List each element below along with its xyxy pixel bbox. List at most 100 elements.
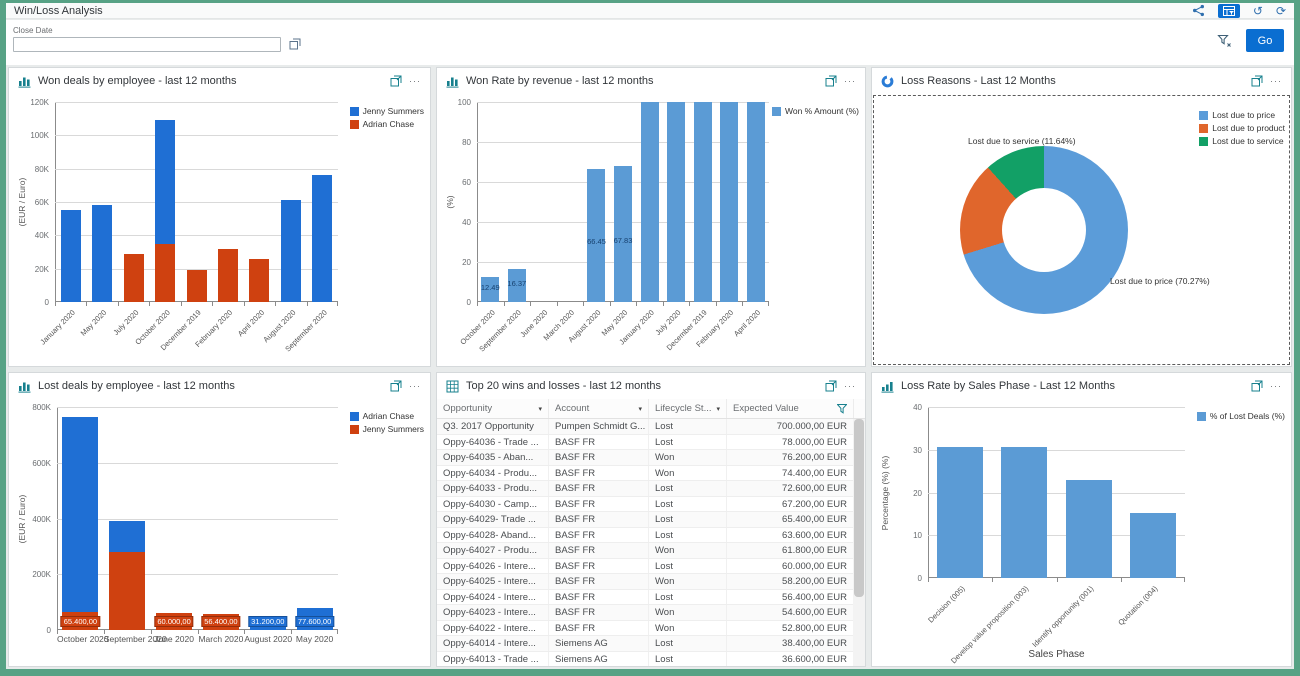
legend-item[interactable]: Adrian Chase: [349, 411, 424, 421]
scrollbar-thumb[interactable]: [854, 419, 864, 597]
overflow-icon[interactable]: ···: [1270, 75, 1282, 86]
table-row[interactable]: Oppy-64014 - Intere... Siemens AG Lost 38.4…: [437, 636, 865, 652]
overflow-icon[interactable]: ···: [1270, 380, 1282, 391]
table-row[interactable]: Oppy-64027 - Produ... BASF FR Won 61.800,00…: [437, 543, 865, 559]
go-button[interactable]: Go: [1246, 29, 1284, 52]
y-tick-label: 200K: [32, 570, 51, 580]
table-cell: Q3. 2017 Opportunity: [437, 419, 549, 434]
x-category-label: May 2020: [78, 308, 109, 338]
overflow-icon[interactable]: ···: [844, 75, 856, 86]
x-tick: [992, 578, 994, 582]
table-cell: Won: [649, 543, 727, 558]
close-date-input[interactable]: [13, 37, 281, 52]
value-label: 65.400,00: [60, 616, 101, 627]
tile-title: Top 20 wins and losses - last 12 months: [466, 380, 662, 392]
open-in-new-icon[interactable]: [390, 75, 402, 87]
bar-segment[interactable]: [280, 200, 301, 302]
bar-segment[interactable]: [720, 102, 739, 302]
bar-segment[interactable]: [507, 269, 526, 302]
table-row[interactable]: Oppy-64028- Aband... BASF FR Lost 63.600,00…: [437, 527, 865, 543]
open-in-new-icon[interactable]: [390, 380, 402, 392]
value-help-icon[interactable]: [289, 38, 301, 50]
bar-segment[interactable]: [1129, 512, 1176, 578]
table-cell: Won: [649, 465, 727, 480]
open-in-new-icon[interactable]: [1251, 380, 1263, 392]
open-in-new-icon[interactable]: [825, 380, 837, 392]
table-row[interactable]: Oppy-64023 - Intere... BASF FR Won 54.600,0…: [437, 605, 865, 621]
bar-segment[interactable]: [614, 166, 632, 302]
table-cell: BASF FR: [549, 558, 649, 573]
table-cell: BASF FR: [549, 450, 649, 465]
bar-segment[interactable]: [481, 277, 500, 302]
bar-segment[interactable]: [693, 102, 712, 302]
bar-segment[interactable]: [62, 416, 99, 612]
bar-segment[interactable]: [92, 205, 113, 302]
table-row[interactable]: Oppy-64035 - Aban... BASF FR Won 76.200,00 …: [437, 450, 865, 466]
column-filter-icon[interactable]: [837, 403, 847, 414]
bar-segment[interactable]: [312, 175, 333, 302]
table-filter-button[interactable]: [1217, 3, 1240, 18]
legend-item[interactable]: Jenny Summers: [349, 106, 424, 116]
bar-segment[interactable]: [667, 102, 686, 302]
legend-item[interactable]: Lost due to service: [1199, 136, 1285, 146]
bar-segment[interactable]: [123, 253, 144, 302]
legend-swatch: [349, 106, 359, 116]
history-icon[interactable]: ↺: [1252, 3, 1263, 18]
table-row[interactable]: Oppy-64030 - Camp... BASF FR Lost 67.200,00…: [437, 496, 865, 512]
bar-segment[interactable]: [1001, 446, 1048, 578]
share-icon[interactable]: [1192, 4, 1205, 17]
page-title: Win/Loss Analysis: [14, 4, 103, 17]
refresh-icon[interactable]: ⟳: [1275, 3, 1286, 18]
bar-segment[interactable]: [186, 270, 207, 302]
column-header[interactable]: Lifecycle St... ▾: [649, 399, 727, 418]
bar-segment[interactable]: [937, 446, 984, 578]
bar-segment[interactable]: [155, 120, 176, 244]
open-in-new-icon[interactable]: [825, 75, 837, 87]
bar-segment[interactable]: [640, 102, 659, 302]
table-row[interactable]: Oppy-64036 - Trade ... BASF FR Lost 78.000,…: [437, 434, 865, 450]
bar-segment[interactable]: [109, 551, 146, 630]
bar-segment[interactable]: [587, 169, 606, 302]
table-row[interactable]: Oppy-64026 - Intere... BASF FR Lost 60.000,…: [437, 558, 865, 574]
bar-segment[interactable]: [155, 243, 176, 302]
table-cell: BASF FR: [549, 434, 649, 449]
column-header[interactable]: Opportunity ▾: [437, 399, 549, 418]
bar-segment[interactable]: [1065, 479, 1112, 578]
overflow-icon[interactable]: ···: [409, 75, 421, 86]
legend-swatch: [1199, 123, 1209, 133]
table-cell: BASF FR: [549, 620, 649, 635]
donut-chart[interactable]: [960, 146, 1128, 314]
legend-item[interactable]: Lost due to price: [1199, 110, 1285, 120]
column-header[interactable]: Account ▾: [549, 399, 649, 418]
table-cell: BASF FR: [549, 574, 649, 589]
legend-item[interactable]: Jenny Summers: [349, 424, 424, 434]
x-tick: [768, 302, 769, 306]
table-row[interactable]: Oppy-64022 - Intere... BASF FR Won 52.800,0…: [437, 620, 865, 636]
table-row[interactable]: Oppy-64029- Trade ... BASF FR Lost 65.400,0…: [437, 512, 865, 528]
overflow-icon[interactable]: ···: [409, 380, 421, 391]
table-row[interactable]: Oppy-64033 - Produ... BASF FR Lost 72.600,0…: [437, 481, 865, 497]
bar-segment[interactable]: [746, 102, 765, 302]
legend-swatch: [771, 106, 781, 116]
column-header[interactable]: Expected Value: [727, 399, 854, 418]
x-tick: [103, 630, 105, 634]
y-tick-label: 40: [462, 218, 471, 227]
table-row[interactable]: Oppy-64034 - Produ... BASF FR Won 74.400,00…: [437, 465, 865, 481]
table-row[interactable]: Q3. 2017 Opportunity Pumpen Schmidt G... L…: [437, 419, 865, 435]
bar-segment[interactable]: [217, 248, 238, 302]
table-row[interactable]: Oppy-64025 - Intere... BASF FR Won 58.200,0…: [437, 574, 865, 590]
filter-clear-icon[interactable]: [1217, 34, 1232, 48]
table-row[interactable]: Oppy-64013 - Trade ... Siemens AG Lost 36.6…: [437, 651, 865, 666]
table-row[interactable]: Oppy-64024 - Intere... BASF FR Lost 56.400,…: [437, 589, 865, 605]
table-body: Q3. 2017 Opportunity Pumpen Schmidt G... L…: [437, 419, 865, 666]
legend-item[interactable]: Adrian Chase: [349, 119, 424, 129]
legend-item[interactable]: Won % Amount (%): [771, 106, 859, 116]
bar-segment[interactable]: [60, 210, 81, 302]
bar-segment[interactable]: [109, 521, 146, 552]
open-in-new-icon[interactable]: [1251, 75, 1263, 87]
bar-segment[interactable]: [249, 258, 270, 302]
legend-item[interactable]: % of Lost Deals (%): [1196, 411, 1285, 421]
legend-item[interactable]: Lost due to product: [1199, 123, 1285, 133]
x-tick: [1184, 578, 1185, 582]
overflow-icon[interactable]: ···: [844, 380, 856, 391]
